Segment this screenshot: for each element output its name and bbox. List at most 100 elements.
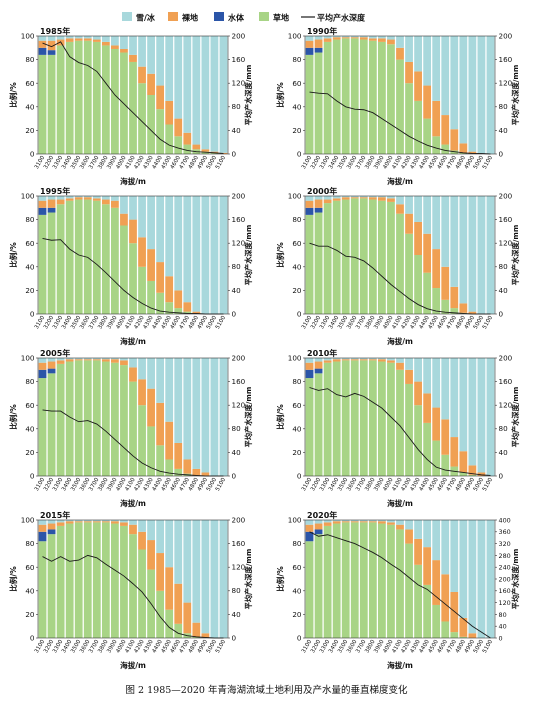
bar-water [38, 207, 47, 215]
y2-tick-label: 80 [232, 102, 242, 111]
bar-snow [378, 196, 386, 198]
bar-snow [74, 358, 83, 360]
bar-grass [129, 243, 137, 314]
bar-grass [396, 369, 404, 476]
bar-grass [378, 361, 386, 476]
water-depth-line [42, 41, 224, 154]
bar-bare [74, 38, 83, 41]
legend-label: 雪/冰 [136, 13, 156, 23]
y-tick-label: 40 [25, 262, 35, 271]
bar-grass [174, 623, 183, 638]
y-tick-label: 0 [297, 472, 302, 481]
bar-snow [305, 520, 314, 525]
bars [305, 520, 495, 638]
bar-snow [314, 196, 323, 200]
bar-bare [378, 359, 386, 362]
bar-grass [432, 288, 441, 314]
y-tick-label: 40 [25, 424, 35, 433]
bar-grass [414, 564, 422, 638]
y2-tick-label: 40 [499, 286, 509, 295]
panel-title: 1985年 [40, 26, 70, 36]
bar-water [38, 531, 47, 542]
bar-snow [387, 520, 395, 523]
y-tick-label: 100 [288, 192, 302, 201]
bar-bare [129, 367, 137, 382]
x-axis-label: 海拔/m [387, 176, 413, 186]
bar-snow [477, 196, 486, 314]
bar-grass [323, 203, 332, 314]
panel-title: 2005年 [40, 348, 70, 358]
bar-water [314, 207, 323, 213]
legend-label: 裸地 [182, 13, 198, 23]
bar-grass [183, 144, 192, 154]
x-axis-label: 海拔/m [387, 660, 413, 670]
y-tick-label: 100 [288, 354, 302, 363]
bar-snow [138, 36, 146, 67]
bar-snow [65, 520, 74, 522]
bar-grass [101, 522, 110, 638]
bar-bare [441, 574, 450, 622]
bar-bare [423, 393, 432, 423]
bar-grass [111, 48, 119, 155]
plot-frame [304, 357, 496, 477]
bar-snow [129, 520, 137, 525]
y2-tick-label: 120 [499, 599, 511, 607]
bar-bare [74, 521, 83, 523]
y-tick-label: 40 [292, 262, 302, 271]
bar-snow [432, 358, 441, 408]
bar-bare [138, 379, 146, 406]
bar-snow [405, 358, 413, 370]
bar-bare [101, 521, 110, 523]
bar-snow [441, 196, 450, 267]
bar-snow [156, 358, 165, 403]
x-axis: 3100320033003400350036003700380039004000… [34, 155, 227, 171]
chart-panel: 0 20 40 60 80 100 0 40 80 120 160 200 31003200330034… [8, 348, 253, 508]
left-axis: 0 20 40 60 80 100 [21, 192, 38, 319]
bar-bare [387, 522, 395, 525]
bar-bare [450, 437, 459, 467]
y-axis-label: 比例/% [8, 566, 18, 592]
y2-axis-label: 平均产水深度/mm [244, 387, 253, 448]
bar-snow [165, 36, 174, 101]
bar-snow [378, 36, 386, 39]
bar-bare [359, 37, 368, 40]
bar-snow [192, 36, 201, 145]
bar-snow [468, 196, 477, 312]
y-tick-label: 0 [30, 310, 35, 319]
bar-bare [47, 523, 56, 530]
bar-grass [47, 534, 56, 638]
bar-snow [192, 196, 201, 312]
bar-snow [450, 358, 459, 438]
bar-grass [165, 124, 174, 154]
y2-tick-label: 0 [499, 634, 503, 642]
bar-bare [459, 451, 468, 473]
bar-bare [156, 85, 165, 110]
bar-grass [305, 541, 314, 638]
bar-snow [156, 520, 165, 554]
bar-bare [359, 521, 368, 523]
bar-grass [350, 522, 359, 638]
bars [38, 36, 228, 155]
bar-snow [341, 520, 350, 522]
bar-snow [486, 520, 495, 638]
y2-axis-label: 平均产水深度/mm [244, 225, 253, 286]
bar-bare [111, 200, 119, 208]
bar-snow [219, 520, 228, 638]
chart-panel: 0 20 40 60 80 100 0 40 80 120 160 200 31003200330034… [8, 510, 253, 670]
bar-bare [74, 197, 83, 200]
x-axis: 3100320033003400350036003700380039004000… [34, 315, 227, 331]
bar-grass [129, 61, 137, 154]
bar-bare [468, 151, 477, 154]
x-tick-label: 5100 [482, 477, 495, 493]
bar-snow [359, 36, 368, 38]
y2-tick-label: 80 [499, 424, 509, 433]
y-tick-label: 80 [292, 539, 302, 548]
y2-tick-label: 160 [232, 539, 246, 548]
bar-bare [432, 100, 441, 137]
bar-snow [323, 358, 332, 361]
y-tick-label: 100 [21, 192, 35, 201]
y2-axis-label: 平均产水深度/mm [511, 387, 520, 448]
bar-snow [477, 358, 486, 473]
bar-grass [74, 40, 83, 154]
bar-bare [129, 54, 137, 62]
